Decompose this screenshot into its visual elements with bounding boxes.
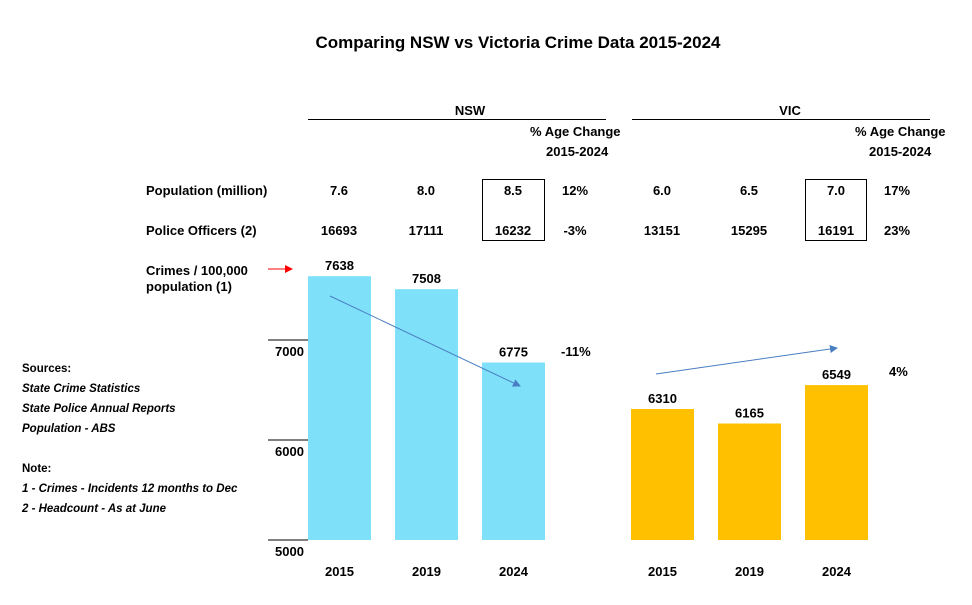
vic-bar-value-2015: 6310: [648, 391, 677, 406]
vic-population-2019: 6.5: [739, 183, 759, 198]
source-item: Population - ABS: [22, 423, 116, 435]
nsw-population-2024: 8.5: [503, 183, 523, 198]
crimes-row-label-line2: population (1): [146, 279, 232, 294]
vic-bar-value-2024: 6549: [822, 367, 851, 382]
note-heading: Note:: [22, 463, 52, 475]
nsw-police-2024: 16232: [494, 223, 532, 238]
nsw-trend-arrow: [329, 295, 521, 387]
nsw-population-2015: 7.6: [329, 183, 349, 198]
nsw-pct-period: 2015-2024: [546, 144, 609, 159]
nsw-police-change: -3%: [563, 223, 587, 238]
vic-police-2024: 16191: [817, 223, 855, 238]
nsw-bar-2024: [482, 362, 545, 540]
y-tick-5000: 5000: [275, 544, 304, 559]
nsw-2024-highlight-box: [482, 179, 545, 241]
vic-trend-arrow: [655, 345, 838, 375]
nsw-bar-value-2019: 7508: [412, 271, 441, 286]
nsw-bar-value-2015: 7638: [325, 258, 354, 273]
nsw-x-label-2015: 2015: [325, 564, 354, 579]
nsw-population-change: 12%: [561, 183, 589, 198]
police-row-label: Police Officers (2): [146, 223, 257, 238]
vic-x-label-2019: 2019: [735, 564, 764, 579]
nsw-police-2015: 16693: [320, 223, 358, 238]
vic-police-change: 23%: [883, 223, 911, 238]
vic-bar-2024: [805, 385, 868, 540]
vic-bar-2015: [631, 409, 694, 540]
vic-population-2015: 6.0: [652, 183, 672, 198]
vic-population-change: 17%: [883, 183, 911, 198]
nsw-bar-2015: [308, 276, 371, 540]
nsw-pct-header: % Age Change: [530, 124, 621, 139]
note-item: 2 - Headcount - As at June: [22, 503, 166, 515]
vic-x-label-2015: 2015: [648, 564, 677, 579]
nsw-population-2019: 8.0: [416, 183, 436, 198]
source-item: State Police Annual Reports: [22, 403, 176, 415]
nsw-police-2019: 17111: [408, 223, 444, 238]
vic-pct-period: 2015-2024: [869, 144, 932, 159]
crimes-row-label-line1: Crimes / 100,000: [146, 263, 248, 278]
y-tick-7000: 7000: [275, 344, 304, 359]
nsw-bar-2019: [395, 289, 458, 540]
note-item: 1 - Crimes - Incidents 12 months to Dec: [22, 483, 238, 495]
y-tick-6000: 6000: [275, 444, 304, 459]
nsw-header-rule: [308, 119, 606, 120]
chart-title: Comparing NSW vs Victoria Crime Data 201…: [315, 33, 721, 52]
vic-x-label-2024: 2024: [822, 564, 852, 579]
vic-crimes-change: 4%: [889, 364, 908, 379]
vic-2024-highlight-box: [805, 179, 867, 241]
nsw-header: NSW: [454, 103, 486, 118]
vic-population-2024: 7.0: [826, 183, 846, 198]
nsw-x-label-2024: 2024: [499, 564, 529, 579]
nsw-crimes-change: -11%: [561, 344, 591, 359]
vic-header-rule: [632, 119, 930, 120]
vic-bar-2019: [718, 423, 781, 540]
nsw-bar-value-2024: 6775: [499, 345, 528, 360]
sources-heading: Sources:: [22, 363, 72, 375]
source-item: State Crime Statistics: [22, 383, 141, 395]
vic-bar-value-2019: 6165: [735, 406, 764, 421]
vic-pct-header: % Age Change: [855, 124, 946, 139]
vic-police-2019: 15295: [730, 223, 768, 238]
population-row-label: Population (million): [146, 183, 268, 198]
nsw-x-label-2019: 2019: [412, 564, 441, 579]
vic-police-2015: 13151: [643, 223, 681, 238]
vic-header: VIC: [779, 103, 801, 118]
